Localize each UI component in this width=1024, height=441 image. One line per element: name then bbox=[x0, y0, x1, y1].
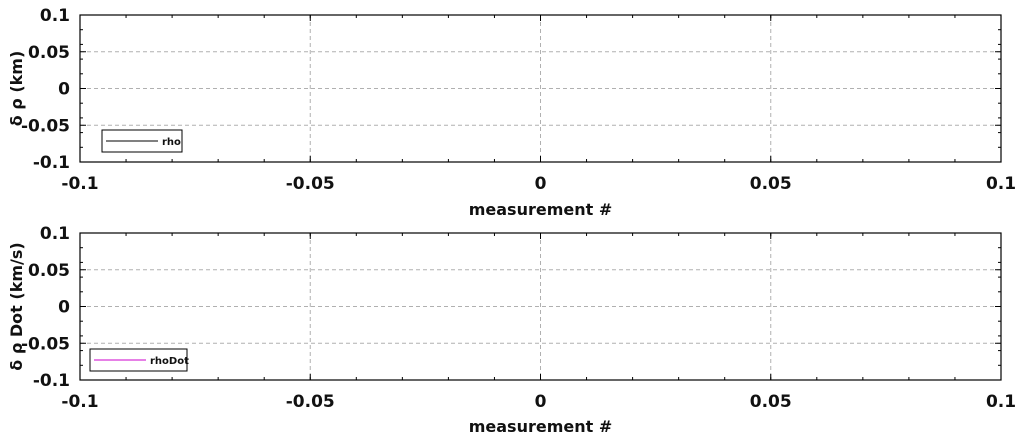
x-axis-label: measurement # bbox=[469, 200, 613, 219]
y-tick-label: -0.1 bbox=[33, 371, 70, 391]
y-axis-label: δ ρ (km) bbox=[7, 51, 26, 127]
legend: rho bbox=[101, 129, 183, 153]
x-tick-label: 0.1 bbox=[986, 174, 1016, 194]
legend: rhoDot bbox=[89, 348, 189, 372]
legend-label: rho bbox=[162, 137, 181, 148]
y-tick-label: 0.05 bbox=[28, 43, 70, 63]
x-tick-label: 0.05 bbox=[750, 392, 792, 412]
x-tick-label: -0.1 bbox=[61, 174, 98, 194]
y-tick-label: -0.05 bbox=[21, 334, 70, 354]
y-tick-label: 0.1 bbox=[40, 224, 70, 244]
y-tick-label: 0 bbox=[58, 80, 70, 100]
legend-label: rhoDot bbox=[150, 356, 189, 367]
x-tick-label: 0.1 bbox=[986, 392, 1016, 412]
x-tick-label: 0.05 bbox=[750, 174, 792, 194]
y-tick-label: 0.1 bbox=[40, 6, 70, 26]
residual-rhodot-panel: -0.1 -0.05 0 0.05 0.1 0.1 0.05 0 -0.05 -0.1 measur… bbox=[7, 224, 1016, 436]
x-tick-label: 0 bbox=[535, 392, 547, 412]
y-axis-label: δ ρ Dot (km/s) bbox=[7, 242, 26, 370]
x-tick-label: -0.1 bbox=[61, 392, 98, 412]
y-tick-label: 0 bbox=[58, 298, 70, 318]
x-axis-label: measurement # bbox=[469, 417, 613, 436]
x-tick-label: -0.05 bbox=[286, 392, 335, 412]
residual-rho-panel: -0.1 -0.05 0 0.05 0.1 0.1 0.05 0 -0.05 -0.1 measur… bbox=[7, 6, 1016, 219]
plot-frame bbox=[79, 232, 1002, 381]
y-tick-label: 0.05 bbox=[28, 261, 70, 281]
y-tick-label: -0.05 bbox=[21, 116, 70, 136]
plot-frame bbox=[79, 14, 1002, 163]
x-tick-label: 0 bbox=[535, 174, 547, 194]
x-tick-label: -0.05 bbox=[286, 174, 335, 194]
y-tick-label: -0.1 bbox=[33, 153, 70, 173]
